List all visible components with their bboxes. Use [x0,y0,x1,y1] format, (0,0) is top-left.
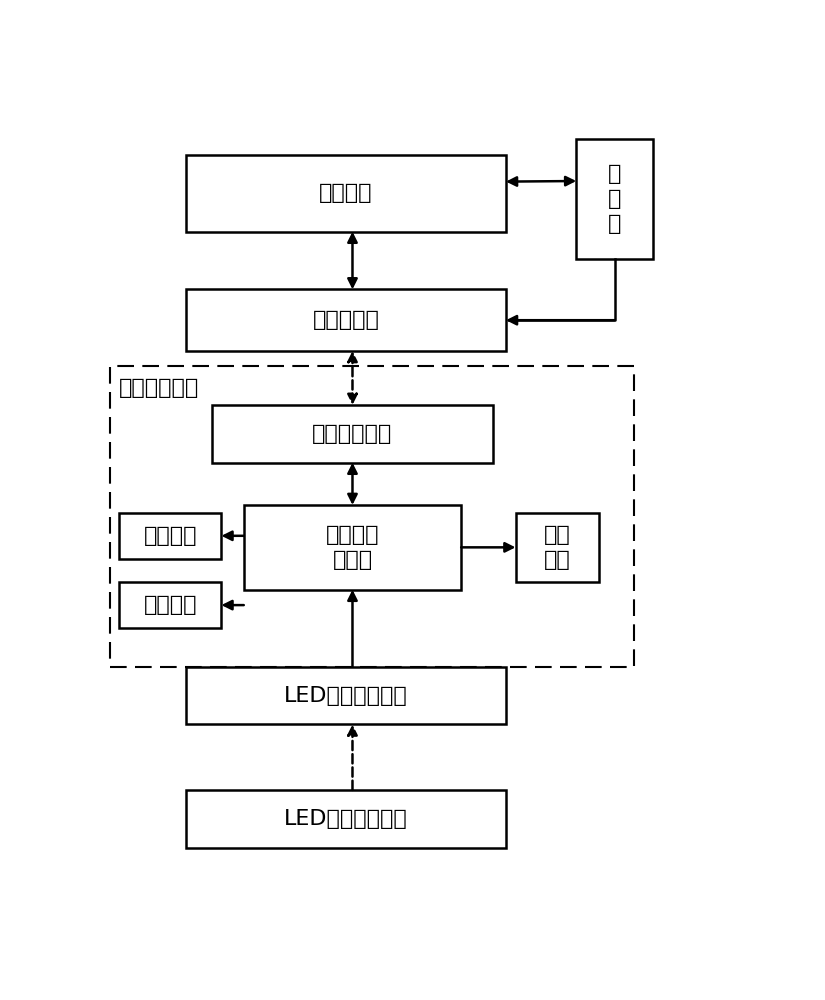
Bar [212,405,493,463]
Text: 车载中央
控制器: 车载中央 控制器 [326,525,380,570]
Text: LED光地址发射器: LED光地址发射器 [284,809,408,829]
Text: 车载处理单元: 车载处理单元 [119,378,200,398]
Text: 移动互联网: 移动互联网 [313,310,380,330]
Bar [186,155,506,232]
Bar [516,513,599,582]
Text: 显示
装置: 显示 装置 [544,525,570,570]
Text: 移动通信模块: 移动通信模块 [313,424,393,444]
Text: LED光地址接收器: LED光地址接收器 [284,686,408,706]
Text: 输出驱动: 输出驱动 [144,595,197,615]
Bar [186,667,506,724]
Bar [186,790,506,848]
Bar [119,582,221,628]
Bar [244,505,461,590]
Bar [110,366,634,667]
Bar [186,289,506,351]
Text: 监控中心: 监控中心 [319,183,373,203]
Text: 报警装置: 报警装置 [144,526,197,546]
Bar [119,513,221,559]
Bar [576,139,653,259]
Text: 互
联
网: 互 联 网 [608,164,621,234]
